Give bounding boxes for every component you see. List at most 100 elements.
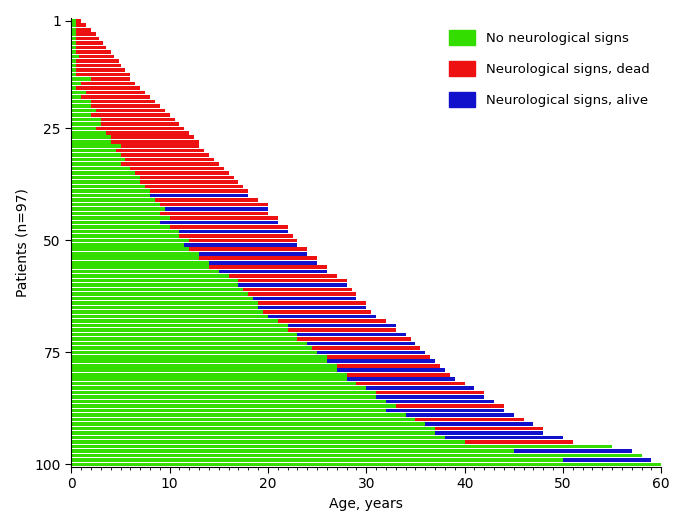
Bar bbox=[71, 185, 243, 188]
Bar bbox=[71, 368, 445, 372]
Bar bbox=[71, 409, 504, 412]
Bar bbox=[71, 176, 234, 179]
Bar bbox=[71, 306, 366, 309]
Bar bbox=[164, 207, 268, 211]
Bar bbox=[71, 378, 455, 381]
Bar bbox=[425, 422, 534, 426]
Bar bbox=[71, 337, 410, 341]
Bar bbox=[135, 171, 229, 175]
Bar bbox=[71, 42, 103, 45]
Bar bbox=[376, 391, 484, 394]
Bar bbox=[258, 301, 366, 305]
Bar bbox=[263, 310, 371, 314]
Bar bbox=[76, 68, 125, 72]
Bar bbox=[71, 77, 130, 81]
Bar bbox=[288, 328, 396, 332]
Bar bbox=[248, 292, 356, 296]
Bar bbox=[71, 189, 248, 193]
Bar bbox=[91, 77, 130, 81]
Bar bbox=[71, 440, 573, 444]
Bar bbox=[160, 203, 268, 206]
Bar bbox=[71, 247, 308, 251]
Bar bbox=[184, 243, 297, 247]
Bar bbox=[71, 203, 268, 206]
Bar bbox=[76, 86, 140, 90]
Bar bbox=[71, 284, 347, 287]
Bar bbox=[71, 310, 371, 314]
Bar bbox=[71, 413, 514, 417]
Bar bbox=[71, 328, 396, 332]
Bar bbox=[125, 158, 214, 161]
Bar bbox=[121, 163, 219, 166]
Bar bbox=[396, 404, 504, 408]
Bar bbox=[253, 297, 356, 300]
Bar bbox=[71, 127, 184, 130]
Bar bbox=[337, 368, 445, 372]
Bar bbox=[71, 73, 130, 76]
Bar bbox=[76, 28, 91, 32]
Bar bbox=[258, 306, 366, 309]
Bar bbox=[71, 288, 351, 291]
Bar bbox=[238, 279, 347, 282]
Bar bbox=[71, 418, 523, 421]
Bar bbox=[140, 176, 234, 179]
Bar bbox=[71, 108, 164, 112]
Bar bbox=[160, 220, 278, 224]
Bar bbox=[435, 427, 543, 430]
Bar bbox=[347, 378, 455, 381]
Bar bbox=[386, 400, 494, 403]
Bar bbox=[121, 154, 209, 157]
Bar bbox=[71, 387, 475, 390]
Bar bbox=[327, 355, 430, 359]
Bar bbox=[71, 234, 292, 238]
Bar bbox=[199, 252, 308, 256]
Bar bbox=[71, 50, 111, 54]
Bar bbox=[71, 207, 268, 211]
Bar bbox=[71, 297, 356, 300]
Bar bbox=[71, 154, 209, 157]
Bar bbox=[71, 462, 661, 466]
Bar bbox=[71, 396, 484, 399]
Bar bbox=[435, 431, 543, 435]
Bar bbox=[71, 90, 145, 94]
Bar bbox=[76, 37, 99, 41]
Bar bbox=[76, 42, 103, 45]
Bar bbox=[71, 453, 642, 457]
Bar bbox=[71, 145, 199, 148]
Bar bbox=[79, 55, 114, 58]
Bar bbox=[71, 33, 96, 36]
Bar bbox=[71, 279, 347, 282]
Bar bbox=[105, 131, 189, 135]
Bar bbox=[71, 149, 204, 153]
Bar bbox=[563, 458, 651, 462]
Bar bbox=[111, 140, 199, 144]
Bar bbox=[71, 19, 82, 23]
Bar bbox=[160, 211, 268, 215]
Bar bbox=[76, 73, 130, 76]
Bar bbox=[199, 257, 317, 260]
Bar bbox=[278, 319, 386, 323]
Bar bbox=[71, 341, 415, 345]
Bar bbox=[238, 284, 347, 287]
Bar bbox=[76, 46, 105, 49]
Bar bbox=[101, 122, 179, 126]
Bar bbox=[155, 198, 258, 202]
Bar bbox=[170, 225, 288, 229]
Bar bbox=[71, 436, 563, 439]
Bar bbox=[71, 266, 327, 269]
Bar bbox=[71, 194, 248, 197]
Bar bbox=[111, 136, 195, 139]
Bar bbox=[71, 68, 125, 72]
Bar bbox=[76, 50, 111, 54]
Bar bbox=[71, 131, 189, 135]
Y-axis label: Patients (n=97): Patients (n=97) bbox=[15, 188, 29, 297]
Bar bbox=[71, 449, 632, 453]
Bar bbox=[514, 449, 632, 453]
Bar bbox=[86, 90, 145, 94]
Bar bbox=[71, 350, 425, 354]
Bar bbox=[150, 189, 248, 193]
Bar bbox=[415, 418, 523, 421]
Bar bbox=[71, 292, 356, 296]
Bar bbox=[337, 364, 440, 368]
Bar bbox=[71, 323, 396, 327]
